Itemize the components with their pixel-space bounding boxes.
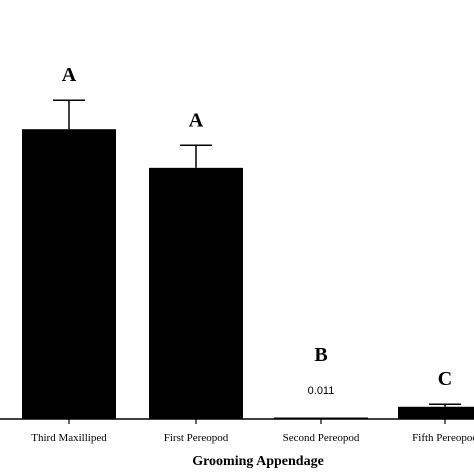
significance-letter-1: A [62, 64, 77, 86]
x-tick-label-2: First Pereopod [164, 432, 229, 444]
x-tick-label-3: Second Pereopod [283, 432, 360, 444]
x-tick-label-4: Fifth Pereopod [412, 432, 474, 444]
labels-layer: Third Maxilliped A First Pereopod A Second P… [31, 64, 474, 444]
bars-layer [22, 99, 474, 424]
data-label-3: 0.011 [308, 385, 335, 397]
significance-letter-4: C [438, 368, 452, 390]
bar-3 [274, 417, 368, 419]
bar-2 [149, 167, 243, 419]
bar-4 [398, 406, 474, 419]
x-tick-label-1: Third Maxilliped [31, 432, 107, 444]
x-axis-title: Grooming Appendage [192, 454, 324, 469]
significance-letter-2: A [189, 109, 204, 131]
significance-letter-3: B [314, 344, 327, 366]
bar-1 [22, 129, 116, 419]
